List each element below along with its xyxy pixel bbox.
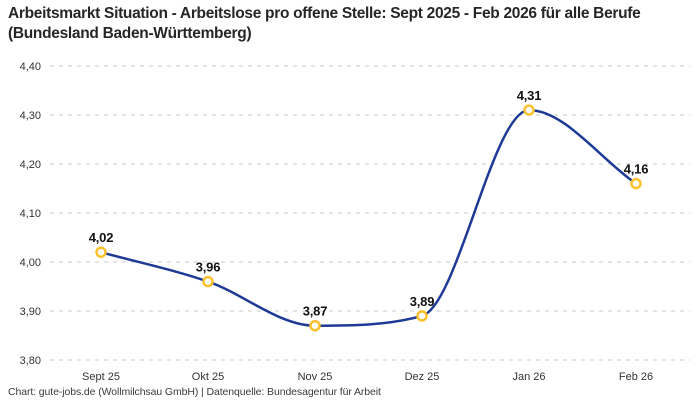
y-tick-label: 3,90 <box>20 306 41 318</box>
data-point-label: 3,89 <box>410 294 435 309</box>
data-point-marker[interactable] <box>95 246 107 258</box>
data-point-label: 4,31 <box>517 88 542 103</box>
data-point-marker[interactable] <box>630 177 642 190</box>
x-tick-label: Feb 26 <box>619 371 653 383</box>
y-tick-label: 3,80 <box>20 355 41 367</box>
data-point-marker[interactable] <box>309 319 321 332</box>
x-tick-label: Dez 25 <box>405 371 440 383</box>
data-point-label: 4,16 <box>624 162 649 177</box>
y-tick-label: 4,10 <box>20 208 41 220</box>
x-tick-label: Jan 26 <box>512 371 545 383</box>
attribution-text: Chart: gute-jobs.de (Wollmilchsau GmbH) … <box>8 386 381 398</box>
data-point-label: 4,02 <box>89 230 114 245</box>
y-tick-label: 4,00 <box>20 257 41 269</box>
data-point-label: 3,87 <box>303 304 328 319</box>
y-tick-label: 4,40 <box>20 61 41 73</box>
data-point-label: 3,96 <box>196 260 221 275</box>
y-tick-label: 4,30 <box>20 110 41 122</box>
x-tick-label: Nov 25 <box>298 371 333 383</box>
y-tick-label: 4,20 <box>20 159 41 171</box>
data-point-marker[interactable] <box>523 104 535 116</box>
data-point-marker[interactable] <box>416 310 428 322</box>
x-tick-label: Okt 25 <box>192 371 224 383</box>
data-line <box>99 108 638 327</box>
data-point-marker[interactable] <box>202 275 214 288</box>
chart-title: Arbeitsmarkt Situation - Arbeitslose pro… <box>8 5 641 42</box>
x-tick-label: Sept 25 <box>82 371 120 383</box>
